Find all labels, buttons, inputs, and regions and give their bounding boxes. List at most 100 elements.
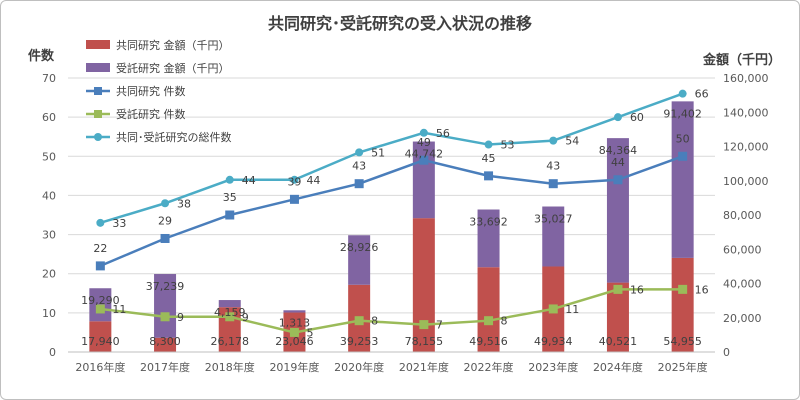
- line-total-count: [99, 92, 684, 225]
- line-joint-count-point: [678, 151, 688, 161]
- y-left-tick-label: 70: [42, 72, 56, 85]
- line-contract-count: [100, 288, 683, 334]
- line-joint-count-point: [548, 179, 558, 189]
- bar-contract-amount: [283, 310, 306, 313]
- line-total-count-label: 38: [177, 197, 191, 210]
- line-contract-count-point: [678, 284, 688, 294]
- data-labels: 17,940 19,290 8,300 37,239 26,178 4,159 23,046…: [81, 88, 709, 348]
- y-left-tick-label: 10: [42, 307, 56, 320]
- y-right-tick-label: 60,000: [723, 243, 762, 256]
- line-total-count-point: [290, 175, 299, 184]
- y-left-tick-label: 50: [42, 150, 56, 163]
- bar-contract-amount: [477, 209, 500, 268]
- line-joint-count-label: 43: [352, 160, 366, 173]
- bar-joint-amount: [412, 218, 435, 352]
- legend-swatch-bar: [86, 40, 110, 49]
- line-total-count-point: [419, 128, 428, 137]
- line-contract-count-label: 5: [306, 326, 313, 339]
- y-left-tick-label: 60: [42, 111, 56, 124]
- y-left-tick-label: 40: [42, 189, 56, 202]
- x-tick-label: 2020年度: [334, 360, 384, 374]
- legend-swatch-bar: [86, 63, 110, 72]
- line-contract-count-label: 11: [112, 303, 126, 316]
- legend-swatch-marker: [94, 87, 102, 95]
- line-contract-count-label: 9: [242, 311, 249, 324]
- line-contract-count-point: [289, 327, 299, 337]
- bar-label-joint-amount: 40,521: [599, 335, 638, 348]
- legend-label: 共同研究 金額（千円）: [116, 38, 230, 52]
- line-total-count-label: 51: [371, 146, 385, 159]
- line-contract-count-point: [160, 312, 170, 322]
- line-total-count-point: [161, 199, 170, 208]
- line-contract-count-point: [548, 304, 558, 314]
- bar-label-joint-amount: 26,178: [211, 335, 250, 348]
- bar-label-contract-amount: 37,239: [146, 280, 185, 293]
- line-contract-count-point: [484, 316, 494, 326]
- x-tick-label: 2021年度: [399, 360, 449, 374]
- bar-label-joint-amount: 39,253: [340, 335, 379, 348]
- y-right-tick-label: 100,000: [723, 175, 769, 188]
- line-contract-count-point: [95, 304, 105, 314]
- line-total-count-point: [96, 218, 105, 227]
- y-right-tick-label: 120,000: [723, 141, 769, 154]
- bar-label-joint-amount: 54,955: [663, 335, 702, 348]
- line-total-count-label: 54: [565, 135, 579, 148]
- line-total-count-point: [225, 175, 234, 184]
- line-contract-count-point: [419, 320, 429, 330]
- line-total-count-label: 60: [630, 111, 644, 124]
- line-total-count-label: 56: [436, 127, 450, 140]
- bar-contract-amount: [671, 101, 694, 258]
- x-tick-label: 2024年度: [593, 360, 643, 374]
- bar-joint-amount: [671, 257, 694, 352]
- y-left-tick-label: 0: [49, 346, 56, 359]
- legend-swatch-marker: [94, 110, 102, 118]
- line-contract-count-label: 16: [695, 283, 709, 296]
- line-marks: [95, 89, 688, 337]
- bar-label-contract-amount: 35,027: [534, 213, 573, 226]
- y-left-tick-label: 20: [42, 268, 56, 281]
- line-total-count-label: 53: [501, 139, 515, 152]
- bar-contract-amount: [218, 300, 241, 308]
- line-total-count-label: 44: [242, 174, 256, 187]
- y-right-tick-label: 0: [723, 346, 730, 359]
- bar-label-joint-amount: 17,940: [81, 335, 120, 348]
- line-joint-count-label: 45: [482, 152, 496, 165]
- line-total-count-point: [355, 148, 364, 157]
- line-joint-count-point: [354, 179, 364, 189]
- line-contract-count-label: 9: [177, 311, 184, 324]
- bar-label-contract-amount: 4,159: [214, 306, 246, 319]
- line-joint-count-point: [160, 233, 170, 243]
- line-contract-count-point: [354, 316, 364, 326]
- line-total-count-label: 66: [695, 88, 709, 101]
- bar-label-contract-amount: 44,742: [405, 148, 444, 161]
- bar-label-joint-amount: 78,155: [405, 335, 444, 348]
- line-joint-count-label: 49: [417, 136, 431, 149]
- y-right-tick-label: 80,000: [723, 209, 762, 222]
- line-joint-count-label: 43: [546, 160, 560, 173]
- bar-joint-amount: [477, 267, 500, 352]
- line-contract-count-label: 8: [371, 315, 378, 328]
- line-joint-count-label: 44: [611, 156, 625, 169]
- x-tick-label: 2019年度: [269, 360, 319, 374]
- bar-label-contract-amount: 19,290: [81, 294, 120, 307]
- bar-contract-amount: [542, 206, 565, 267]
- bar-contract-amount: [606, 138, 629, 283]
- line-total-count-point: [678, 89, 687, 98]
- y-left-axis-title: 件数: [28, 48, 55, 64]
- legend-swatch-marker: [94, 133, 102, 141]
- legend-label: 受託研究 件数: [116, 107, 186, 121]
- y-right-tick-label: 40,000: [723, 278, 762, 291]
- chart-title: 共同研究･受託研究の受入状況の推移: [267, 14, 532, 33]
- bar-label-contract-amount: 33,692: [469, 216, 508, 229]
- x-tick-label: 2022年度: [464, 360, 514, 374]
- line-joint-count-point: [95, 261, 105, 271]
- line-contract-count-label: 11: [565, 303, 579, 316]
- legend-label: 共同･受託研究の総件数: [116, 130, 232, 144]
- bar-label-contract-amount: 84,364: [599, 144, 638, 157]
- bar-joint-amount: [154, 337, 177, 352]
- line-contract-count-label: 7: [436, 319, 443, 332]
- bar-contract-amount: [154, 274, 177, 338]
